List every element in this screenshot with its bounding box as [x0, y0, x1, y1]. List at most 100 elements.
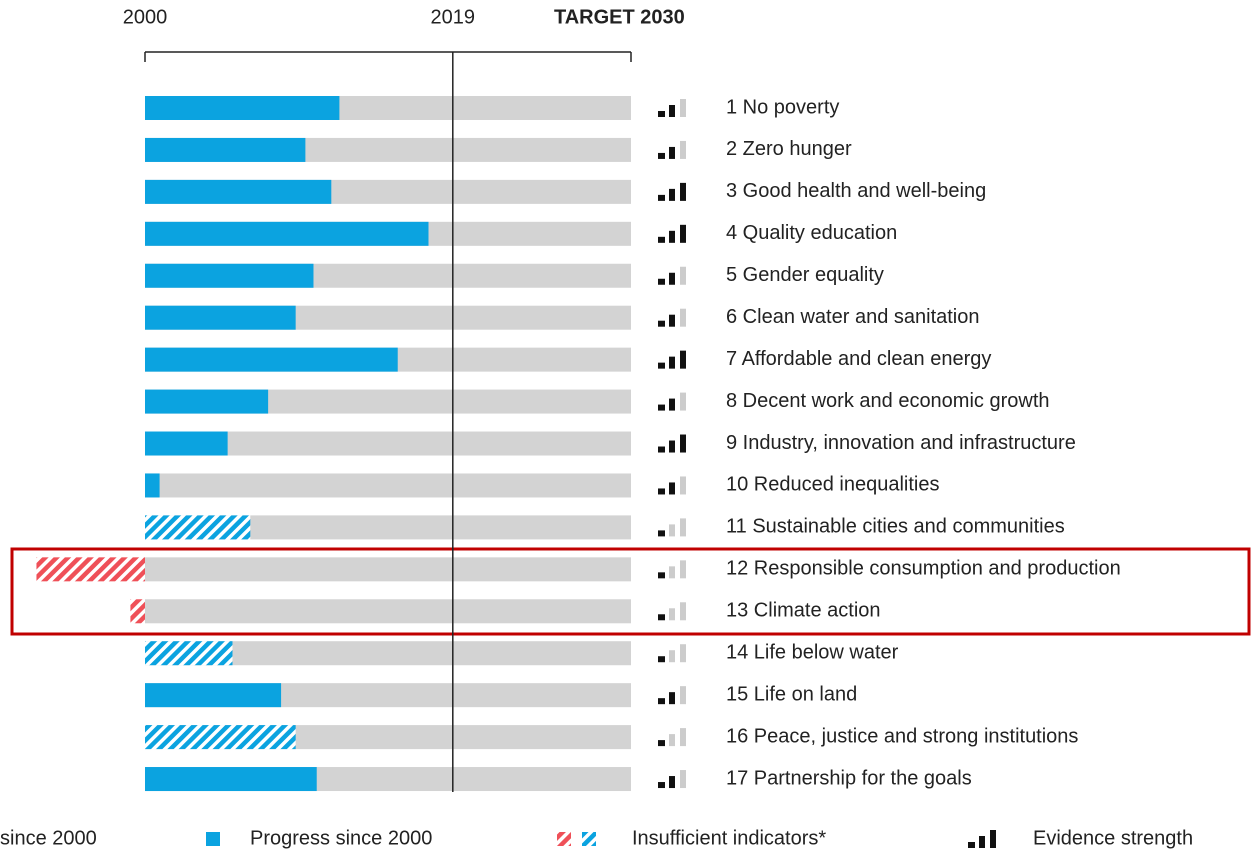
- evidence-bar: [658, 614, 665, 621]
- evidence-bar: [669, 105, 675, 117]
- track: [145, 473, 631, 498]
- legend-label: Evidence strength: [1033, 827, 1193, 849]
- evidence-bar: [658, 194, 665, 201]
- evidence-bar: [669, 482, 675, 495]
- evidence-bar: [658, 698, 665, 705]
- evidence-bar: [669, 356, 675, 369]
- legend-label: Insufficient indicators*: [632, 827, 826, 849]
- evidence-bar: [658, 530, 665, 537]
- evidence-bar: [680, 686, 686, 705]
- evidence-bar: [680, 266, 686, 285]
- evidence-bar: [680, 728, 686, 747]
- evidence-bar: [658, 278, 665, 285]
- category-label: 7 Affordable and clean energy: [726, 348, 991, 370]
- evidence-bar: [680, 434, 686, 453]
- bar: [145, 725, 296, 750]
- category-label: 4 Quality education: [726, 222, 897, 244]
- category-label: 17 Partnership for the goals: [726, 767, 972, 789]
- bar: [145, 473, 160, 498]
- evidence-bar: [680, 770, 686, 789]
- x-tick-label: 2000: [123, 6, 168, 28]
- evidence-bar: [658, 362, 665, 369]
- bar: [145, 389, 269, 414]
- evidence-bar: [669, 146, 675, 159]
- category-label: 16 Peace, justice and strong institution…: [726, 725, 1078, 747]
- evidence-bar: [658, 656, 665, 663]
- category-label: 14 Life below water: [726, 642, 899, 664]
- legend-icon: [990, 830, 996, 848]
- evidence-bar: [658, 446, 665, 453]
- evidence-bar: [669, 188, 675, 201]
- evidence-bar: [680, 308, 686, 327]
- legend-swatch: [582, 832, 596, 846]
- legend-swatch: [557, 832, 571, 846]
- evidence-bar: [669, 776, 675, 789]
- evidence-bar: [680, 99, 686, 117]
- track: [145, 599, 631, 624]
- category-label: 11 Sustainable cities and communities: [726, 516, 1065, 538]
- bar: [145, 347, 398, 372]
- evidence-bar: [680, 350, 686, 369]
- legend-icon: [979, 836, 985, 848]
- bar: [130, 599, 145, 624]
- evidence-bar: [680, 140, 686, 159]
- bar: [145, 137, 306, 162]
- evidence-bar: [669, 272, 675, 285]
- bar: [145, 767, 317, 792]
- legend-icon: [968, 842, 975, 848]
- bar: [36, 557, 145, 582]
- bar: [145, 515, 251, 540]
- evidence-bar: [680, 224, 686, 243]
- evidence-bar: [680, 392, 686, 411]
- evidence-bar: [658, 152, 665, 159]
- evidence-bar: [669, 692, 675, 705]
- bar: [145, 263, 314, 288]
- evidence-bar: [680, 518, 686, 537]
- category-label: 1 No poverty: [726, 96, 839, 118]
- evidence-bar: [669, 650, 675, 663]
- bar: [145, 221, 429, 246]
- legend-swatch: [206, 832, 220, 846]
- evidence-bar: [658, 488, 665, 495]
- evidence-bar: [680, 182, 686, 201]
- evidence-bar: [658, 320, 665, 327]
- evidence-bar: [680, 644, 686, 663]
- bar: [145, 641, 233, 666]
- x-tick-label: 2019: [431, 6, 476, 28]
- evidence-bar: [680, 602, 686, 621]
- bar: [145, 305, 296, 330]
- category-label: 13 Climate action: [726, 600, 881, 622]
- category-label: 5 Gender equality: [726, 264, 884, 286]
- x-tick-label: TARGET 2030: [554, 6, 685, 28]
- track: [145, 557, 631, 582]
- evidence-bar: [669, 230, 675, 243]
- legend-label: since 2000: [0, 827, 97, 849]
- evidence-bar: [680, 560, 686, 579]
- category-label: 6 Clean water and sanitation: [726, 306, 980, 328]
- evidence-bar: [669, 524, 675, 537]
- bar: [145, 179, 332, 204]
- bar: [145, 431, 228, 456]
- evidence-bar: [669, 398, 675, 411]
- category-label: 9 Industry, innovation and infrastructur…: [726, 432, 1076, 454]
- legend-label: Progress since 2000: [250, 827, 432, 849]
- evidence-bar: [669, 734, 675, 747]
- evidence-bar: [658, 572, 665, 579]
- category-label: 2 Zero hunger: [726, 138, 852, 160]
- evidence-bar: [658, 740, 665, 747]
- evidence-bar: [658, 111, 665, 117]
- category-label: 8 Decent work and economic growth: [726, 390, 1050, 412]
- evidence-bar: [669, 440, 675, 453]
- evidence-bar: [669, 314, 675, 327]
- highlight-box: [10, 547, 1251, 636]
- category-label: 3 Good health and well-being: [726, 180, 986, 202]
- evidence-bar: [669, 566, 675, 579]
- evidence-bar: [669, 608, 675, 621]
- bar: [145, 96, 340, 120]
- evidence-bar: [680, 476, 686, 495]
- category-label: 12 Responsible consumption and productio…: [726, 558, 1121, 580]
- bar: [145, 683, 282, 708]
- evidence-bar: [658, 782, 665, 789]
- category-label: 15 Life on land: [726, 683, 857, 705]
